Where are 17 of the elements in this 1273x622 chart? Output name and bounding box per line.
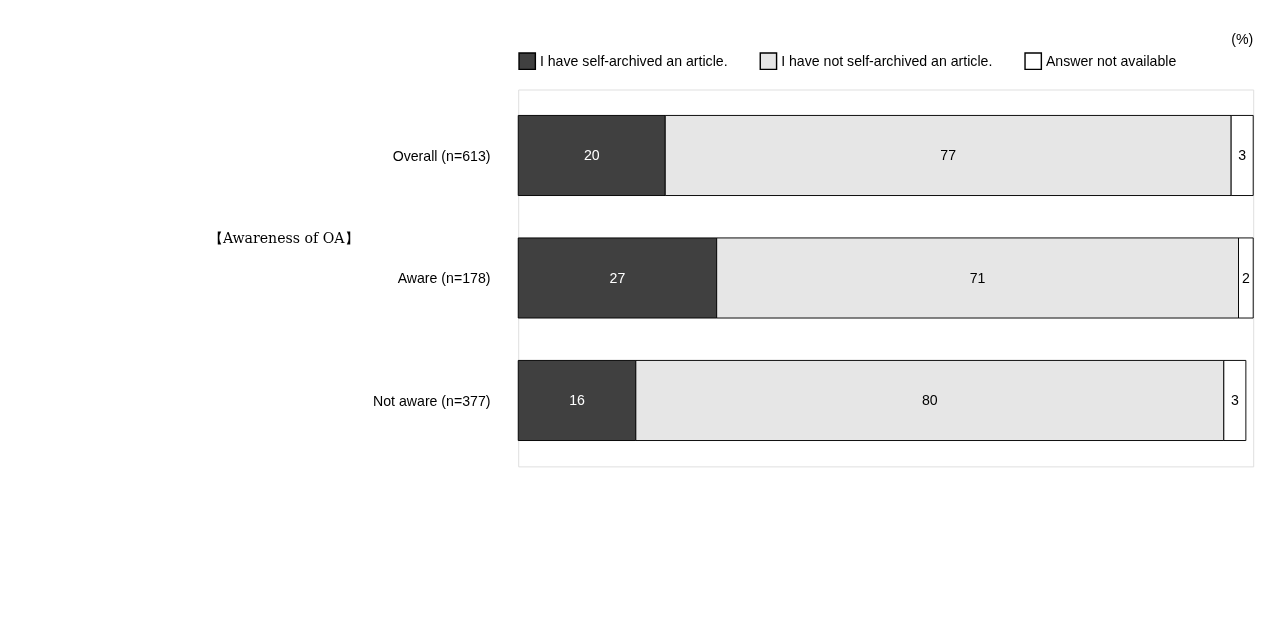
y-tick-label: Aware (n=178) [397, 270, 491, 287]
data-label: 16 [569, 392, 586, 409]
legend-label: I have self-archived an article. [539, 52, 728, 69]
data-label: 20 [583, 147, 600, 164]
y-axis-title: 【Awareness of OA】 [208, 229, 359, 246]
y-tick-label: Overall (n=613) [392, 147, 491, 164]
data-label: 2 [1241, 269, 1250, 286]
data-label: 80 [921, 392, 938, 409]
legend-label: I have not self-archived an article. [781, 52, 993, 69]
data-label: 71 [969, 269, 986, 286]
data-label: 27 [609, 269, 626, 286]
text: (%) [1231, 31, 1254, 48]
data-label: 3 [1230, 392, 1239, 409]
data-label: 3 [1238, 147, 1247, 164]
y-tick-label: Not aware (n=377) [373, 392, 491, 409]
data-label: 77 [940, 147, 957, 164]
legend-label: Answer not available [1045, 52, 1177, 69]
